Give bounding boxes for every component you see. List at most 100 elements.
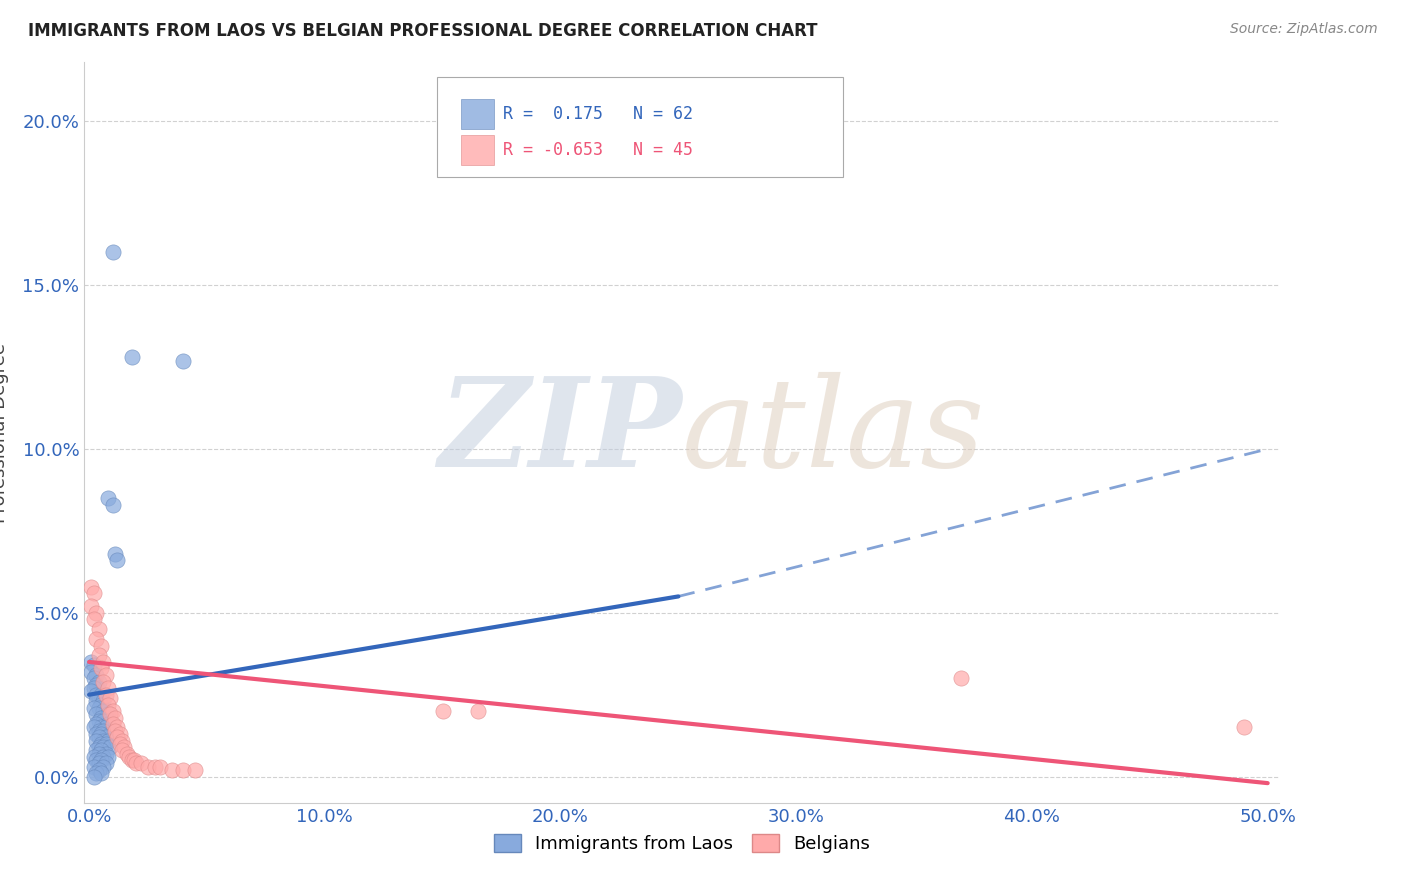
Point [84,694,107,708]
Point [97,707,120,722]
Point [90,698,112,712]
Point [115,747,138,761]
Point [114,740,136,755]
Point [105,721,128,735]
Point [80,665,103,679]
Point [90,711,112,725]
Point [90,753,112,767]
Point [90,688,112,702]
Point [84,707,107,722]
Point [90,766,112,780]
Point [90,639,112,653]
Point [105,731,128,745]
Point [83,721,105,735]
Point [87,700,110,714]
Point [97,491,120,505]
Point [84,632,107,646]
Bar [461,135,495,165]
Point [122,753,145,767]
Point [94,747,117,761]
Point [950,671,973,685]
Point [467,704,489,718]
Point [101,717,124,731]
Point [91,760,114,774]
Point [432,704,454,718]
Point [84,688,107,702]
Bar [461,99,495,129]
Point [83,671,105,685]
Point [108,737,131,751]
FancyBboxPatch shape [437,78,844,178]
Point [97,733,120,747]
Point [91,655,114,669]
Point [101,704,124,718]
Point [80,684,103,698]
Point [91,714,114,728]
Point [125,756,148,771]
Point [84,606,107,620]
Point [136,760,159,774]
Text: atlas: atlas [682,372,986,493]
Point [90,727,112,741]
Point [87,622,110,636]
Point [91,694,114,708]
Point [143,760,166,774]
Point [87,763,110,777]
Point [94,721,117,735]
Point [160,763,183,777]
Point [91,704,114,718]
Point [83,770,105,784]
Text: R = -0.653   N = 45: R = -0.653 N = 45 [503,141,693,159]
Point [87,648,110,663]
Point [172,353,194,368]
Point [91,740,114,755]
Point [104,711,127,725]
Point [121,753,143,767]
Point [84,727,107,741]
Point [97,750,120,764]
Point [101,498,124,512]
Point [98,727,121,741]
Point [87,723,110,738]
Text: R =  0.175   N = 62: R = 0.175 N = 62 [503,105,693,123]
Point [91,750,114,764]
Point [172,763,194,777]
Text: Source: ZipAtlas.com: Source: ZipAtlas.com [1230,22,1378,37]
Text: ZIP: ZIP [439,372,682,493]
Point [87,731,110,745]
Text: IMMIGRANTS FROM LAOS VS BELGIAN PROFESSIONAL DEGREE CORRELATION CHART: IMMIGRANTS FROM LAOS VS BELGIAN PROFESSI… [28,22,818,40]
Point [121,351,143,365]
Point [80,580,103,594]
Point [84,743,107,757]
Point [101,245,124,260]
Point [87,747,110,761]
Point [83,586,105,600]
Point [83,681,105,695]
Point [98,740,121,755]
Point [91,674,114,689]
Point [111,743,134,757]
Point [94,731,117,745]
Point [87,714,110,728]
Point [83,750,105,764]
Point [90,737,112,751]
Point [84,678,107,692]
Point [83,612,105,626]
Point [1233,721,1256,735]
Point [149,760,172,774]
Point [94,756,117,771]
Point [184,763,207,777]
Point [90,721,112,735]
Point [87,740,110,755]
Point [84,766,107,780]
Point [98,690,121,705]
Y-axis label: Professional Degree: Professional Degree [0,343,8,523]
Point [80,655,103,669]
Point [94,668,117,682]
Point [91,723,114,738]
Point [83,700,105,714]
Point [90,743,112,757]
Legend: Immigrants from Laos, Belgians: Immigrants from Laos, Belgians [486,827,877,861]
Point [104,547,127,561]
Point [84,668,107,682]
